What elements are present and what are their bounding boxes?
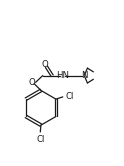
Text: Cl: Cl — [65, 92, 74, 101]
Text: O: O — [29, 78, 35, 87]
Text: HN: HN — [56, 71, 69, 80]
Text: N: N — [81, 71, 87, 80]
Text: Cl: Cl — [36, 135, 45, 144]
Text: O: O — [41, 60, 48, 69]
